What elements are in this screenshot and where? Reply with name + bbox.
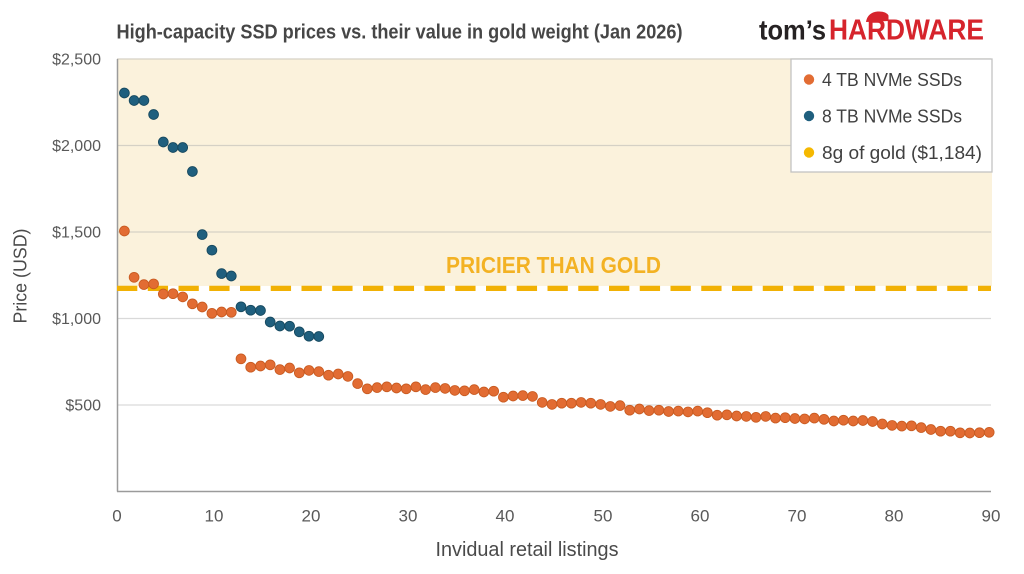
svg-text:70: 70 bbox=[788, 507, 807, 526]
svg-text:$500: $500 bbox=[65, 398, 101, 415]
svg-text:30: 30 bbox=[399, 507, 418, 526]
svg-text:$1,000: $1,000 bbox=[52, 311, 101, 328]
svg-text:50: 50 bbox=[594, 507, 613, 526]
svg-text:40: 40 bbox=[496, 507, 515, 526]
svg-text:20: 20 bbox=[302, 507, 321, 526]
svg-text:tom’s: tom’s bbox=[759, 15, 826, 46]
svg-text:60: 60 bbox=[691, 507, 710, 526]
svg-text:8 TB NVMe SSDs: 8 TB NVMe SSDs bbox=[822, 106, 962, 127]
svg-text:80: 80 bbox=[885, 507, 904, 526]
svg-text:High-capacity SSD prices vs. t: High-capacity SSD prices vs. their value… bbox=[117, 21, 683, 43]
svg-text:HARDWARE: HARDWARE bbox=[829, 14, 984, 46]
svg-text:$1,500: $1,500 bbox=[52, 225, 101, 242]
svg-text:10: 10 bbox=[205, 507, 224, 526]
svg-text:$2,500: $2,500 bbox=[52, 52, 101, 69]
svg-text:Invidual retail listings: Invidual retail listings bbox=[436, 539, 619, 561]
svg-text:$2,000: $2,000 bbox=[52, 138, 101, 155]
svg-text:4 TB NVMe SSDs: 4 TB NVMe SSDs bbox=[822, 69, 962, 90]
svg-text:PRICIER THAN GOLD: PRICIER THAN GOLD bbox=[446, 252, 661, 278]
svg-text:90: 90 bbox=[982, 507, 1001, 526]
svg-text:Price (USD): Price (USD) bbox=[11, 229, 31, 324]
svg-text:0: 0 bbox=[112, 507, 121, 526]
svg-text:8g of gold ($1,184): 8g of gold ($1,184) bbox=[822, 142, 982, 163]
